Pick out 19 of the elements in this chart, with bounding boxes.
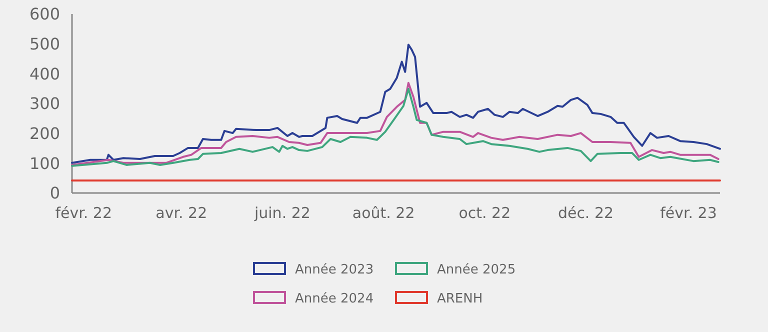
y-tick-label: 200 [29,124,60,143]
y-tick-label: 0 [50,184,60,203]
y-tick-label: 500 [29,34,60,54]
legend-label: Année 2025 [437,262,516,278]
x-tick-label: févr. 22 [55,204,112,222]
y-tick-label: 300 [29,94,60,114]
x-tick-label: juin. 22 [253,204,310,222]
x-tick-label: avr. 22 [156,204,208,222]
legend-label: Année 2024 [295,292,374,307]
y-tick-label: 100 [29,154,60,173]
x-tick-label: févr. 23 [660,204,717,222]
y-tick-label: 600 [29,4,60,24]
x-tick-label: août. 22 [352,204,415,222]
legend-label: ARENH [437,292,483,307]
x-tick-label: déc. 22 [558,204,614,222]
x-tick-label: oct. 22 [458,204,511,222]
y-tick-label: 400 [29,64,60,84]
legend-label: Année 2023 [295,262,374,278]
line-series [71,44,721,164]
